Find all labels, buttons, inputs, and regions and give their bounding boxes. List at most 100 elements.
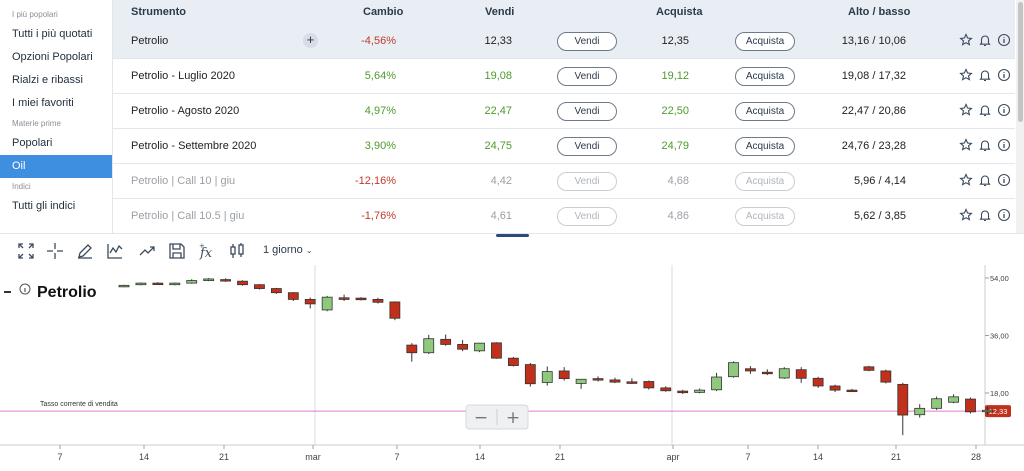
candle-down[interactable] bbox=[677, 390, 689, 394]
candle-down[interactable] bbox=[558, 370, 570, 380]
candle-down[interactable] bbox=[406, 344, 418, 354]
candle-down[interactable] bbox=[745, 368, 756, 372]
sell-button[interactable]: Vendi bbox=[557, 172, 617, 191]
sell-button[interactable]: Vendi bbox=[557, 207, 617, 226]
candle-down[interactable] bbox=[846, 389, 858, 393]
candle-down[interactable] bbox=[897, 383, 909, 416]
instrument-name[interactable]: Petrolio | Call 10.5 | giu bbox=[131, 210, 245, 222]
col-highlow-header[interactable]: Alto / basso bbox=[848, 6, 911, 18]
candle-up[interactable] bbox=[135, 282, 147, 286]
candle-up[interactable] bbox=[931, 398, 943, 409]
candle-up[interactable] bbox=[914, 407, 926, 416]
candle-down[interactable] bbox=[152, 282, 164, 286]
col-change-header[interactable]: Cambio bbox=[363, 6, 404, 18]
star-icon[interactable] bbox=[959, 138, 973, 152]
sidebar-item-popolari[interactable]: Popolari bbox=[12, 137, 53, 149]
table-scrollbar-thumb[interactable] bbox=[1018, 2, 1023, 122]
table-row[interactable]: Petrolio + -4,56% 12,33 Vendi 12,35 Acquista 13… bbox=[113, 24, 1015, 59]
instrument-name[interactable]: Petrolio - Settembre 2020 bbox=[131, 140, 257, 152]
candle-up[interactable] bbox=[203, 278, 215, 281]
info-icon[interactable] bbox=[997, 33, 1011, 47]
candle-down[interactable] bbox=[863, 366, 875, 371]
candle-up[interactable] bbox=[541, 371, 553, 383]
candle-up[interactable] bbox=[118, 284, 130, 288]
candle-down[interactable] bbox=[761, 371, 773, 375]
star-icon[interactable] bbox=[959, 103, 973, 117]
candle-up[interactable] bbox=[982, 409, 993, 413]
candlestick-icon[interactable] bbox=[228, 242, 246, 260]
candle-down[interactable] bbox=[457, 344, 469, 350]
candle-down[interactable] bbox=[795, 369, 807, 379]
sidebar-item-tutti-i-pi-quotati[interactable]: Tutti i più quotati bbox=[12, 28, 93, 40]
candle-down[interactable] bbox=[660, 387, 672, 392]
candle-down[interactable] bbox=[270, 288, 282, 294]
sell-button[interactable]: Vendi bbox=[557, 102, 617, 121]
candle-down[interactable] bbox=[287, 292, 299, 300]
buy-button[interactable]: Acquista bbox=[735, 137, 795, 156]
save-icon[interactable] bbox=[168, 242, 186, 260]
candle-up[interactable] bbox=[474, 342, 485, 352]
crosshair-icon[interactable] bbox=[46, 242, 64, 260]
table-row[interactable]: Petrolio - Settembre 2020 3,90% 24,75 Vendi… bbox=[113, 129, 1015, 164]
sidebar-item-rialzi-e-ribassi[interactable]: Rialzi e ribassi bbox=[12, 74, 83, 86]
buy-button[interactable]: Acquista bbox=[735, 207, 795, 226]
bell-icon[interactable] bbox=[978, 138, 992, 152]
candle-down[interactable] bbox=[254, 284, 265, 289]
sidebar-item-tutti-gli-indici[interactable]: Tutti gli indici bbox=[12, 200, 76, 212]
candle-up[interactable] bbox=[948, 396, 959, 403]
candle-up[interactable] bbox=[169, 282, 181, 286]
add-icon[interactable]: + bbox=[303, 33, 318, 48]
bell-icon[interactable] bbox=[978, 33, 992, 47]
instrument-name[interactable]: Petrolio bbox=[131, 35, 169, 47]
function-icon[interactable]: fx+ bbox=[198, 242, 216, 260]
candle-up[interactable] bbox=[186, 280, 198, 284]
star-icon[interactable] bbox=[959, 173, 973, 187]
pencil-icon[interactable] bbox=[76, 242, 94, 260]
candle-down[interactable] bbox=[389, 301, 401, 319]
candle-down[interactable] bbox=[965, 398, 976, 413]
candle-down[interactable] bbox=[355, 297, 367, 301]
fullscreen-icon[interactable] bbox=[17, 242, 35, 260]
buy-button[interactable]: Acquista bbox=[735, 32, 795, 51]
candle-down[interactable] bbox=[237, 280, 248, 286]
info-icon[interactable] bbox=[997, 208, 1011, 222]
table-row[interactable]: Petrolio | Call 10.5 | giu -1,76% 4,61 Vend… bbox=[113, 199, 1015, 233]
candle-down[interactable] bbox=[609, 379, 621, 383]
candle-down[interactable] bbox=[304, 299, 316, 305]
bell-icon[interactable] bbox=[978, 68, 992, 82]
zoom-in-button[interactable]: + bbox=[506, 408, 520, 428]
candle-down[interactable] bbox=[880, 370, 892, 383]
buy-button[interactable]: Acquista bbox=[735, 172, 795, 191]
col-instrument-header[interactable]: Strumento bbox=[131, 6, 186, 18]
info-icon[interactable] bbox=[19, 283, 31, 295]
buy-button[interactable]: Acquista bbox=[735, 67, 795, 86]
star-icon[interactable] bbox=[959, 68, 973, 82]
instrument-name[interactable]: Petrolio - Agosto 2020 bbox=[131, 105, 240, 117]
sidebar-item-opzioni-popolari[interactable]: Opzioni Popolari bbox=[12, 51, 93, 63]
candle-down[interactable] bbox=[812, 377, 824, 387]
sell-button[interactable]: Vendi bbox=[557, 67, 617, 86]
candle-down[interactable] bbox=[372, 299, 384, 303]
period-selector[interactable]: 1 giorno ⌄ bbox=[263, 244, 313, 256]
info-icon[interactable] bbox=[997, 68, 1011, 82]
candle-up[interactable] bbox=[321, 296, 333, 311]
price-chart[interactable]: 54,00 36,00 18,00 7 14 21 mar 7 14 21 apr 7 14 21 28 Ta… bbox=[0, 265, 1024, 471]
sell-button[interactable]: Vendi bbox=[557, 137, 617, 156]
bell-icon[interactable] bbox=[978, 173, 992, 187]
info-icon[interactable] bbox=[997, 138, 1011, 152]
candle-up[interactable] bbox=[575, 378, 587, 384]
candle-down[interactable] bbox=[220, 279, 231, 282]
bell-icon[interactable] bbox=[978, 208, 992, 222]
sidebar-item-oil[interactable]: Oil bbox=[0, 155, 112, 178]
candle-up[interactable] bbox=[778, 368, 790, 379]
instrument-name[interactable]: Petrolio - Luglio 2020 bbox=[131, 70, 235, 82]
bell-icon[interactable] bbox=[978, 103, 992, 117]
col-sell-header[interactable]: Vendi bbox=[485, 6, 515, 18]
candle-up[interactable] bbox=[711, 376, 722, 391]
col-buy-header[interactable]: Acquista bbox=[656, 6, 703, 18]
star-icon[interactable] bbox=[959, 33, 973, 47]
line-chart-icon[interactable] bbox=[106, 242, 124, 260]
star-icon[interactable] bbox=[959, 208, 973, 222]
candle-up[interactable] bbox=[694, 389, 706, 393]
candle-down[interactable] bbox=[524, 364, 536, 385]
